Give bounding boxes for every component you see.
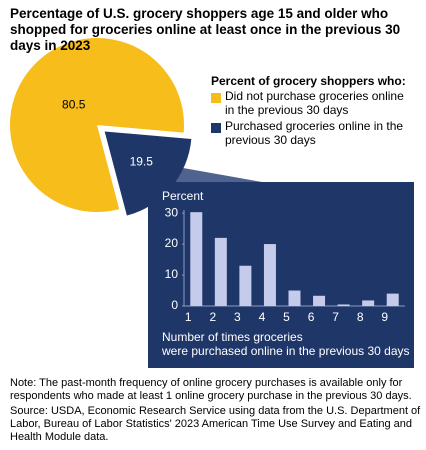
x-tick-label: 7 <box>332 310 339 324</box>
source: Source: USDA, Economic Research Service … <box>10 405 421 444</box>
y-tick-label: 20 <box>165 236 179 250</box>
bar <box>214 237 227 306</box>
y-tick-label: 30 <box>165 205 179 219</box>
bar <box>239 265 252 306</box>
bar <box>288 290 301 306</box>
x-tick-label: 5 <box>283 310 290 324</box>
data-label: 19.5 <box>130 154 154 168</box>
y-axis-label: Percent <box>162 189 204 203</box>
x-tick-label: 9 <box>381 310 388 324</box>
bar <box>190 212 203 306</box>
legend-label: Did not purchase groceries online in the… <box>225 89 404 118</box>
legend-title: Percent of grocery shoppers who: <box>211 74 406 88</box>
bar <box>362 300 375 306</box>
x-tick-label: 3 <box>234 310 241 324</box>
legend-label: Purchased groceries online in the previo… <box>225 119 404 148</box>
x-axis-label: Number of times groceries <box>162 330 303 344</box>
legend-swatch <box>211 123 221 133</box>
bar <box>386 293 399 306</box>
bar <box>337 304 350 306</box>
data-label: 80.5 <box>62 98 86 112</box>
x-tick-label: 1 <box>185 310 192 324</box>
x-tick-label: 6 <box>308 310 315 324</box>
pie-slice <box>10 37 185 212</box>
y-tick-label: 0 <box>171 298 178 312</box>
x-tick-label: 8 <box>357 310 364 324</box>
x-tick-label: 4 <box>259 310 266 324</box>
bar <box>263 244 276 306</box>
x-axis-label: were purchased online in the previous 30… <box>161 344 410 358</box>
chart-title: Percentage of U.S. grocery shoppers age … <box>10 6 401 54</box>
x-tick-label: 2 <box>209 310 216 324</box>
bar <box>313 295 326 306</box>
y-tick-label: 10 <box>165 267 179 281</box>
legend-swatch <box>211 93 221 103</box>
pie-slice <box>104 131 192 216</box>
note: Note: The past-month frequency of online… <box>10 377 412 403</box>
